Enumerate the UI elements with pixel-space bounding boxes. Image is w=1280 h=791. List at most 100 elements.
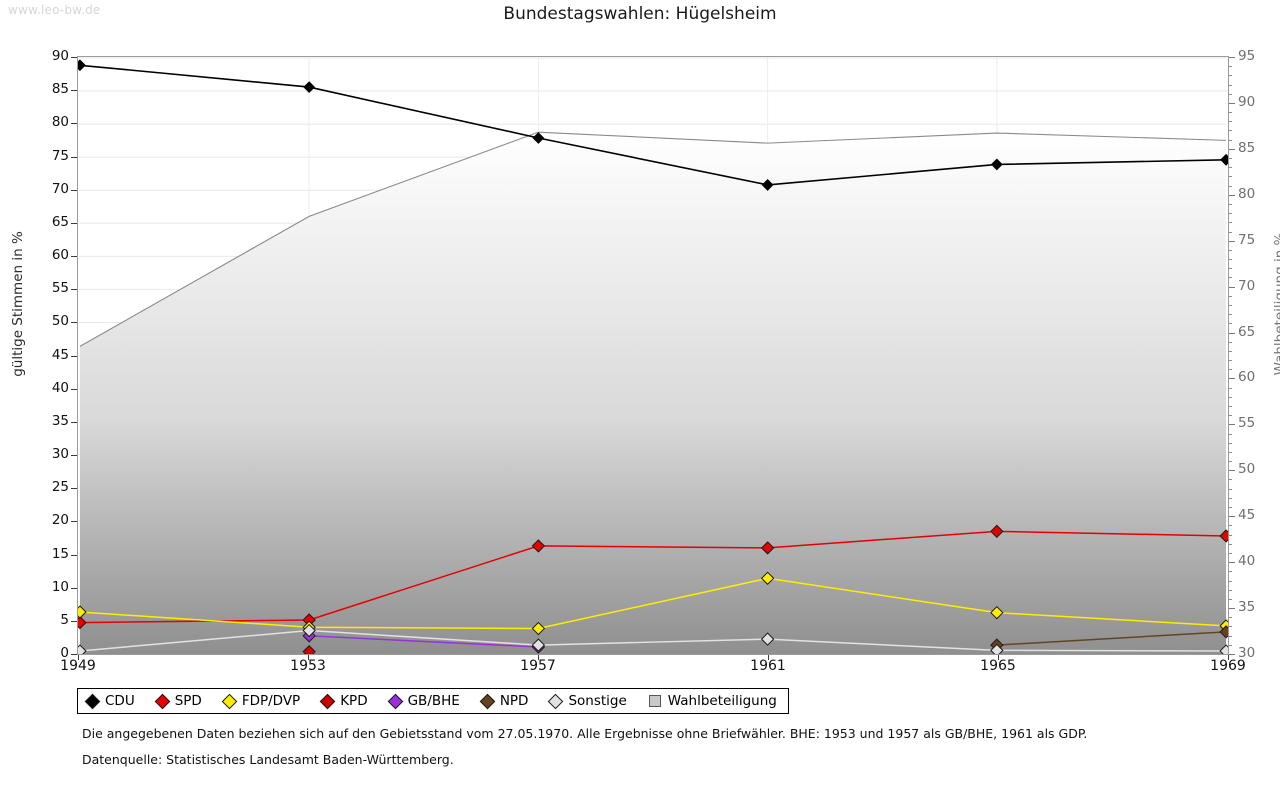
right-tick-mark: [1229, 148, 1235, 150]
left-tick-mark: [71, 222, 77, 224]
right-minor-tick-mark: [1229, 139, 1232, 141]
right-minor-tick-mark: [1229, 433, 1232, 435]
right-minor-tick-mark: [1229, 231, 1232, 233]
left-tick-label: 80: [51, 114, 69, 131]
left-tick-mark: [71, 388, 77, 390]
left-tick-label: 25: [51, 479, 69, 496]
right-minor-tick-mark: [1229, 304, 1232, 306]
left-tick-mark: [71, 90, 77, 92]
right-minor-tick-mark: [1229, 479, 1232, 481]
left-tick-mark: [71, 289, 77, 291]
legend-item-cdu[interactable]: CDU: [84, 693, 135, 709]
legend-diamond-icon: [319, 693, 336, 709]
marker-cdu[interactable]: [532, 132, 545, 144]
right-minor-tick-mark: [1229, 176, 1232, 178]
right-minor-tick-mark: [1229, 626, 1232, 628]
x-tick-label: 1953: [290, 658, 326, 674]
marker-fdp-dvp[interactable]: [760, 571, 775, 585]
marker-sonstige[interactable]: [302, 623, 316, 638]
right-minor-tick-mark: [1229, 350, 1232, 352]
legend-diamond-icon: [221, 693, 238, 709]
marker-sonstige[interactable]: [990, 643, 1004, 654]
plot-area: [77, 56, 1229, 655]
marker-spd[interactable]: [1219, 529, 1228, 543]
marker-fdp-dvp[interactable]: [78, 605, 87, 619]
left-tick-label: 15: [51, 545, 69, 562]
legend-item-label: FDP/DVP: [241, 693, 301, 709]
legend-item-wahlbeteiligung[interactable]: Wahlbeteiligung: [648, 693, 777, 709]
right-tick-label: 80: [1238, 185, 1256, 202]
right-minor-tick-mark: [1229, 93, 1232, 95]
right-tick-label: 30: [1238, 645, 1256, 661]
marker-sonstige[interactable]: [760, 632, 775, 646]
right-minor-tick-mark: [1229, 635, 1232, 637]
left-tick-label: 0: [60, 645, 69, 661]
marker-cdu[interactable]: [990, 158, 1003, 171]
x-tick-label: 1965: [980, 658, 1016, 674]
line-sonstige: [79, 629, 1227, 652]
right-minor-tick-mark: [1229, 75, 1232, 77]
right-minor-tick-mark: [1229, 167, 1232, 169]
line-fdp-dvp: [79, 577, 1227, 630]
marker-fdp-dvp[interactable]: [531, 621, 546, 636]
right-minor-tick-mark: [1229, 461, 1232, 463]
right-tick-label: 50: [1238, 461, 1256, 478]
right-minor-tick-mark: [1229, 497, 1232, 499]
left-tick-label: 30: [51, 446, 69, 462]
data-layer: [78, 59, 1228, 654]
marker-sonstige[interactable]: [78, 644, 87, 654]
line-npd: [996, 631, 1227, 646]
marker-cdu[interactable]: [303, 81, 316, 93]
left-tick-mark: [71, 488, 77, 490]
right-minor-tick-mark: [1229, 598, 1232, 600]
right-minor-tick-mark: [1229, 112, 1232, 114]
marker-spd[interactable]: [531, 539, 546, 553]
legend-item-kpd[interactable]: KPD: [319, 693, 368, 709]
right-minor-tick-mark: [1229, 442, 1232, 444]
legend-item-sonstige[interactable]: Sonstige: [548, 693, 627, 709]
marker-spd[interactable]: [990, 524, 1004, 539]
left-tick-label: 85: [51, 81, 69, 98]
area-wahlbeteiligung: [79, 132, 1227, 654]
marker-sonstige[interactable]: [531, 638, 546, 652]
legend-item-npd[interactable]: NPD: [479, 693, 528, 709]
marker-fdp-dvp[interactable]: [990, 605, 1004, 620]
right-minor-tick-mark: [1229, 360, 1232, 362]
right-minor-tick-mark: [1229, 259, 1232, 261]
right-tick-label: 65: [1238, 323, 1256, 340]
right-minor-tick-mark: [1229, 507, 1232, 509]
legend-item-gb-bhe[interactable]: GB/BHE: [387, 693, 460, 709]
x-tick-mark: [998, 655, 999, 660]
left-tick-mark: [71, 421, 77, 423]
right-minor-tick-mark: [1229, 323, 1232, 325]
marker-spd[interactable]: [760, 541, 775, 555]
marker-kpd[interactable]: [302, 644, 316, 654]
marker-cdu[interactable]: [1220, 153, 1228, 166]
right-minor-tick-mark: [1229, 525, 1232, 527]
left-tick-label: 65: [51, 213, 69, 230]
right-minor-tick-mark: [1229, 222, 1232, 224]
chart-legend[interactable]: CDU SPD FDP/DVP KPD GB/BHE NPD Sonstige Wahlbet…: [77, 688, 789, 714]
marker-spd[interactable]: [78, 615, 87, 630]
left-tick-mark: [71, 587, 77, 589]
left-tick-mark: [71, 156, 77, 158]
marker-npd[interactable]: [1219, 625, 1228, 639]
right-minor-tick-mark: [1229, 451, 1232, 453]
right-tick-mark: [1229, 240, 1235, 242]
left-tick-label: 50: [51, 313, 69, 330]
marker-sonstige[interactable]: [1219, 644, 1228, 654]
legend-item-spd[interactable]: SPD: [154, 693, 202, 709]
right-tick-label: 75: [1238, 231, 1256, 248]
left-tick-label: 60: [51, 247, 69, 263]
legend-item-label: SPD: [174, 693, 202, 709]
marker-cdu[interactable]: [78, 59, 86, 72]
legend-diamond-icon: [387, 693, 403, 709]
left-tick-label: 40: [51, 379, 69, 396]
x-tick-label: 1961: [750, 658, 786, 674]
legend-item-fdp-dvp[interactable]: FDP/DVP: [221, 693, 301, 709]
right-minor-tick-mark: [1229, 552, 1232, 554]
right-minor-tick-mark: [1229, 314, 1232, 316]
marker-cdu[interactable]: [761, 179, 774, 191]
line-gb-bhe: [309, 635, 539, 648]
